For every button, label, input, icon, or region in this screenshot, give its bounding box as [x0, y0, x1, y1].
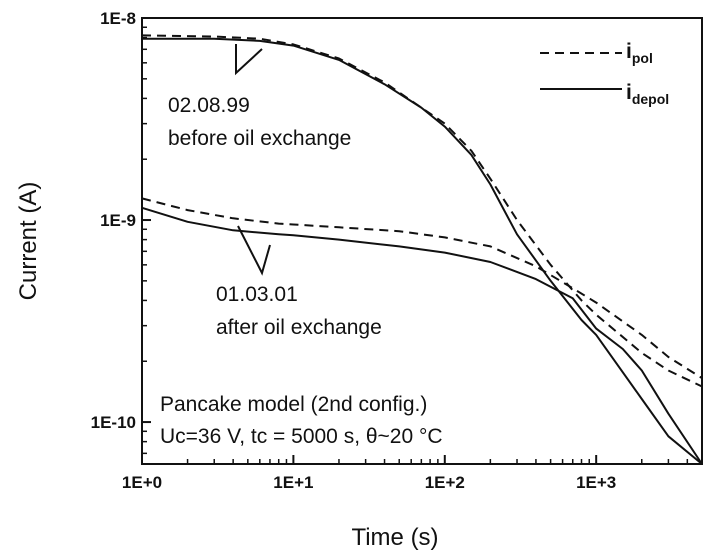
annotation-after-text: after oil exchange: [216, 316, 382, 339]
annotation-before-text: before oil exchange: [168, 127, 351, 150]
annotation-pointer-before: [236, 44, 262, 73]
legend-pol-subscript: pol: [632, 50, 653, 66]
model-annotation-line1: Pancake model (2nd config.): [160, 393, 427, 416]
y-tick-label: 1E-8: [100, 9, 136, 28]
x-tick-label: 1E+0: [122, 473, 162, 492]
x-axis-label: Time (s): [351, 524, 438, 551]
y-axis-label: Current (A): [15, 182, 42, 301]
annotation-before-date: 02.08.99: [168, 94, 250, 117]
legend-depol-subscript: depol: [632, 91, 669, 107]
x-axis-ticks: 1E+0 1E+1 1E+2 1E+3: [122, 455, 702, 492]
annotation-after-date: 01.03.01: [216, 283, 298, 306]
model-annotation-line2: Uc=36 V, tc = 5000 s, θ~20 °C: [160, 425, 443, 448]
y-tick-label: 1E-9: [100, 211, 136, 230]
x-tick-label: 1E+1: [273, 473, 313, 492]
legend: ipol idepol: [540, 40, 669, 107]
legend-entry-depol: idepol: [626, 81, 669, 107]
legend-entry-pol: ipol: [626, 40, 653, 66]
x-tick-label: 1E+3: [576, 473, 616, 492]
y-tick-label: 1E-10: [91, 413, 136, 432]
x-tick-label: 1E+2: [425, 473, 465, 492]
